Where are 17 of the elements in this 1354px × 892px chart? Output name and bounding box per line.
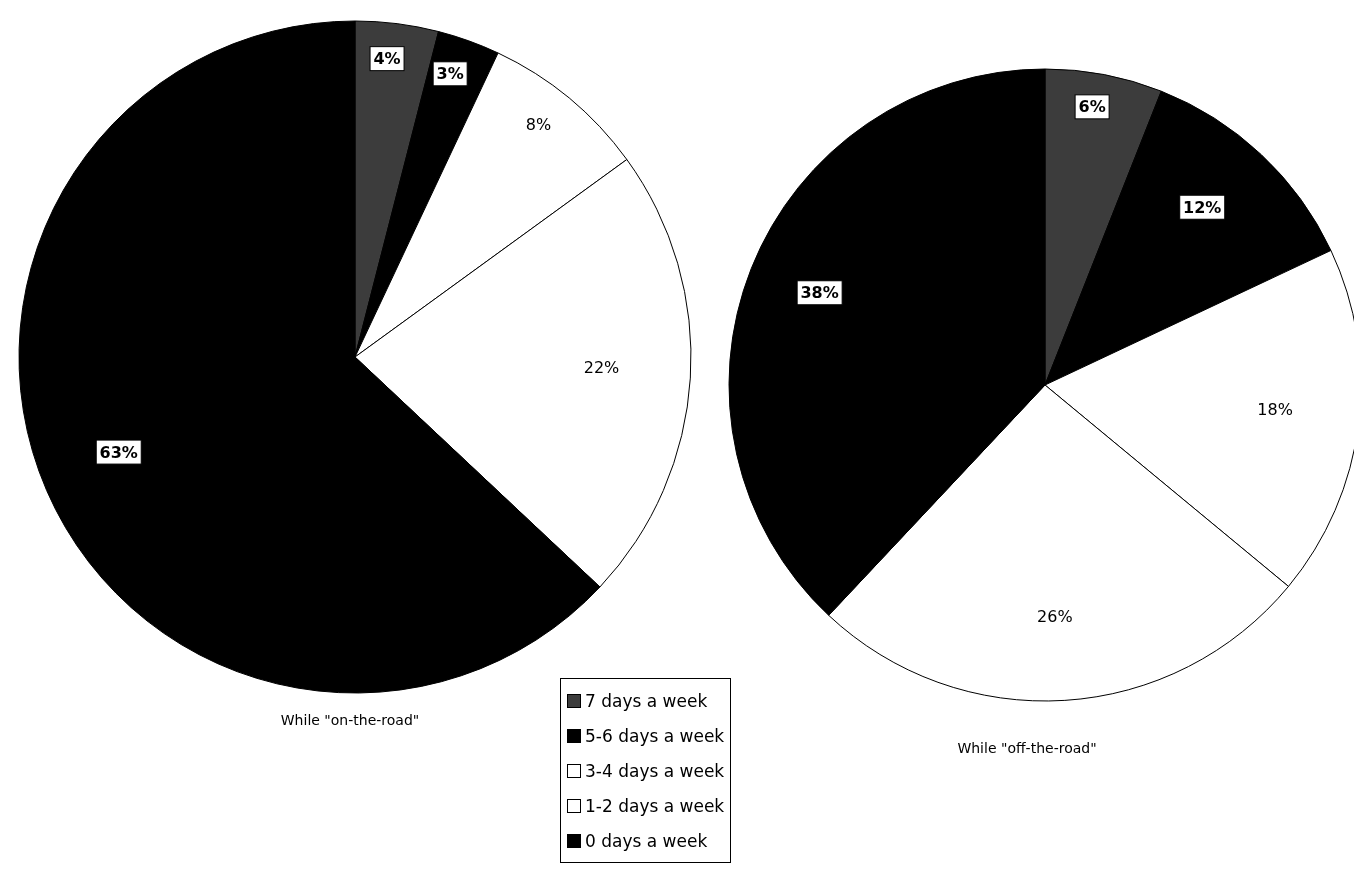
data-label: 6%: [1078, 97, 1106, 117]
legend-label: 1-2 days a week: [585, 795, 725, 816]
legend-label: 5-6 days a week: [585, 725, 725, 746]
legend-label: 0 days a week: [585, 830, 708, 851]
data-label: 38%: [800, 283, 839, 303]
data-label: 26%: [1037, 607, 1073, 627]
text: While "off-the-road": [957, 740, 1097, 756]
data-label: 3%: [436, 64, 464, 84]
legend-label: 3-4 days a week: [585, 760, 725, 781]
legend-label: 7 days a week: [585, 690, 708, 711]
data-label: 18%: [1257, 400, 1293, 420]
data-label: 4%: [373, 49, 401, 69]
text: While "on-the-road": [280, 712, 420, 728]
data-label: 22%: [583, 358, 620, 378]
data-label: 63%: [99, 442, 138, 462]
data-label: 12%: [1183, 197, 1222, 217]
data-label: 8%: [525, 114, 552, 134]
